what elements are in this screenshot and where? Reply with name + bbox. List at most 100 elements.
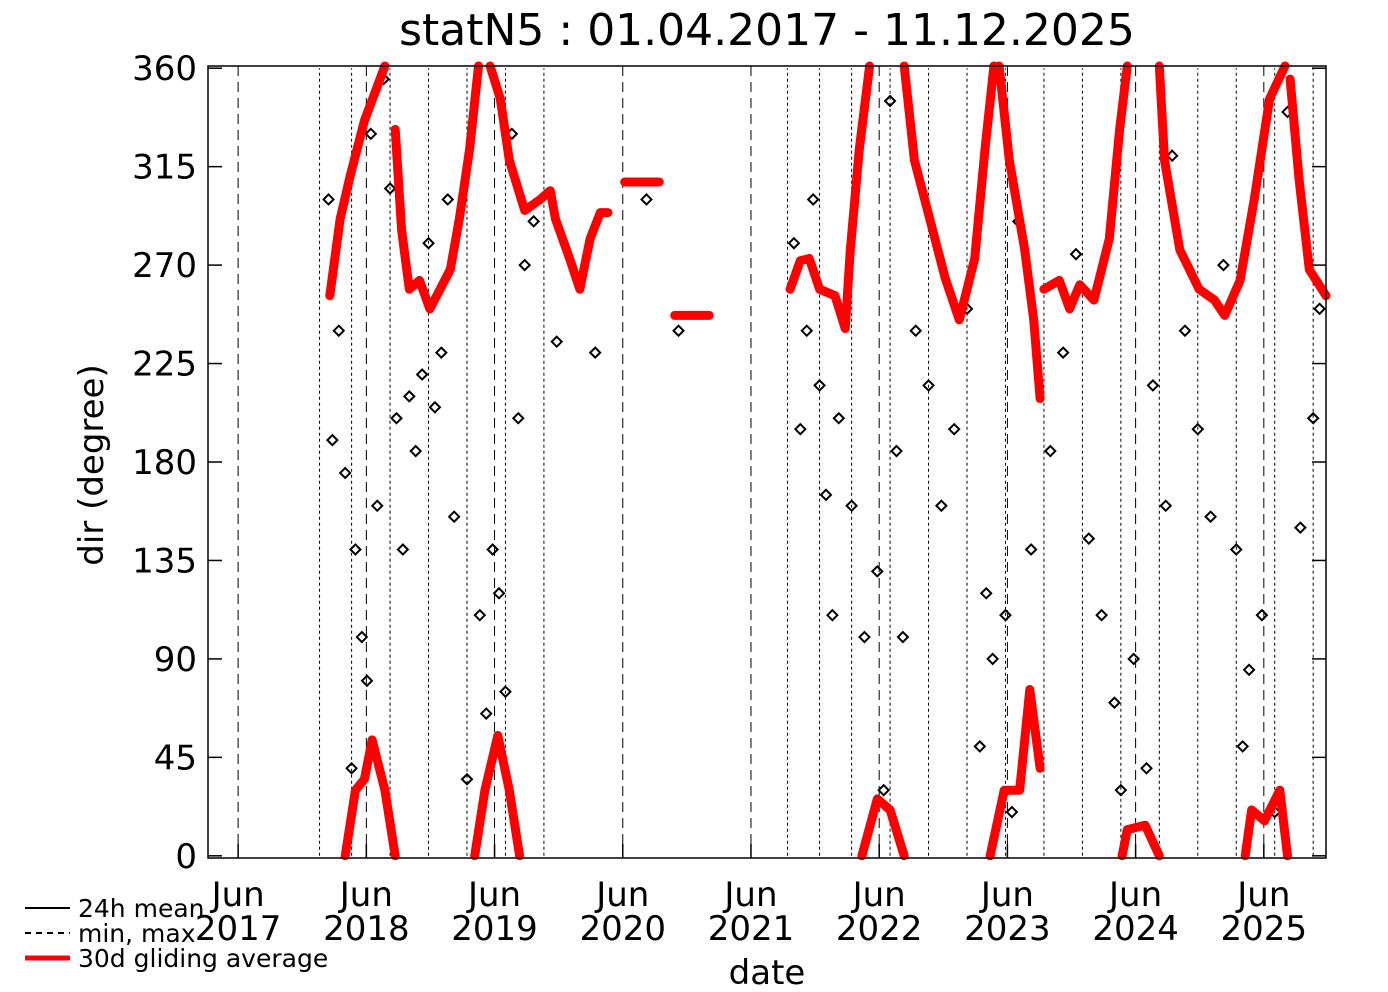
y-tick-label: 45	[154, 738, 197, 778]
x-tick-label: Jun 2019	[451, 875, 538, 949]
mean-point	[360, 674, 374, 688]
mean-point	[1146, 379, 1160, 392]
mean-point	[1313, 302, 1327, 316]
mean-point	[518, 258, 532, 272]
mean-point	[396, 543, 410, 556]
mean-point	[1229, 543, 1243, 556]
mean-point	[349, 543, 362, 556]
mean-point	[870, 564, 884, 578]
mean-point	[947, 422, 961, 436]
mean-point	[1140, 761, 1153, 775]
mean-point	[877, 783, 891, 797]
chart-title: statN5 : 01.04.2017 - 11.12.2025	[399, 5, 1135, 56]
mean-point	[332, 324, 346, 338]
x-tick-label: Jun 2017	[194, 875, 282, 949]
legend-label: min, max	[78, 919, 196, 948]
legend-label: 30d gliding average	[78, 944, 328, 973]
mean-point	[415, 368, 429, 381]
mean-point	[460, 772, 474, 786]
mean-point	[1178, 324, 1192, 338]
mean-point	[479, 707, 493, 721]
mean-point	[1056, 346, 1070, 360]
y-tick-label: 90	[154, 640, 197, 680]
mean-point	[979, 586, 993, 600]
mean-point	[434, 346, 448, 360]
mean-point	[428, 400, 442, 414]
plot-marks	[319, 61, 1331, 861]
mean-point	[322, 193, 335, 206]
mean-point	[1114, 783, 1128, 797]
mean-point	[492, 586, 506, 600]
mean-point	[825, 608, 839, 622]
mean-point	[999, 608, 1012, 622]
mean-point	[1236, 740, 1250, 753]
mean-point	[1204, 510, 1218, 524]
mean-point	[986, 652, 1000, 666]
y-tick-label: 0	[175, 837, 197, 877]
mean-point	[1005, 805, 1019, 819]
mean-point	[1024, 543, 1038, 556]
mean-point	[1043, 444, 1057, 458]
grid	[237, 66, 1265, 858]
mean-point	[447, 510, 461, 524]
mean-point	[1159, 499, 1173, 513]
mean-point	[402, 389, 416, 403]
mean-point	[1095, 608, 1109, 622]
mean-point	[390, 411, 403, 425]
mean-point	[672, 324, 685, 338]
y-tick-label: 135	[132, 541, 197, 581]
mean-point	[934, 499, 948, 513]
x-tick-label: Jun 2025	[1220, 875, 1308, 949]
mean-point	[1306, 411, 1320, 425]
mean-point	[1108, 696, 1121, 710]
mean-point	[1082, 532, 1096, 545]
mean-point	[355, 630, 369, 644]
mean-point	[338, 466, 352, 480]
mean-point	[1293, 521, 1307, 535]
mean-point	[813, 379, 826, 392]
mean-point	[922, 379, 935, 392]
mean-point	[819, 488, 833, 502]
mean-point	[1217, 258, 1230, 272]
mean-point	[441, 193, 455, 206]
mean-point	[473, 608, 487, 622]
y-tick-label: 270	[132, 246, 197, 286]
x-tick-label: Jun 2020	[579, 875, 667, 949]
mean-point	[499, 685, 512, 699]
axes: 0 45 90 135 180 225 270 315 360	[132, 49, 1326, 877]
y-axis-label: dir (degree)	[72, 364, 112, 566]
mean-point	[806, 193, 820, 206]
mean-point	[550, 335, 564, 349]
y-tick-label: 180	[132, 443, 197, 483]
mean-point	[383, 182, 397, 195]
mean-point	[1127, 652, 1141, 666]
mean-point	[973, 740, 987, 753]
mean-point	[422, 236, 435, 250]
mean-point	[1255, 608, 1269, 622]
y-tick-label: 315	[132, 148, 197, 188]
mean-point	[800, 324, 814, 338]
mean-point	[845, 499, 859, 513]
mean-point	[409, 444, 423, 458]
mean-point	[858, 630, 871, 644]
x-axis-label: date	[729, 953, 806, 992]
mean-point	[486, 543, 500, 556]
mean-point	[883, 94, 897, 108]
mean-point	[588, 346, 602, 360]
mean-point	[890, 444, 903, 458]
mean-point	[345, 761, 359, 775]
mean-point	[1165, 149, 1179, 163]
mean-point	[325, 433, 339, 447]
mean-point	[832, 411, 846, 425]
gliding-average-line	[325, 61, 1331, 861]
mean-point	[1191, 422, 1205, 436]
mean-point	[640, 193, 653, 206]
mean-point	[896, 630, 910, 644]
mean-point	[527, 214, 541, 228]
legend-label: 24h mean	[78, 894, 205, 923]
x-tick-label: Jun 2022	[835, 875, 923, 949]
y-tick-label: 360	[132, 49, 197, 89]
